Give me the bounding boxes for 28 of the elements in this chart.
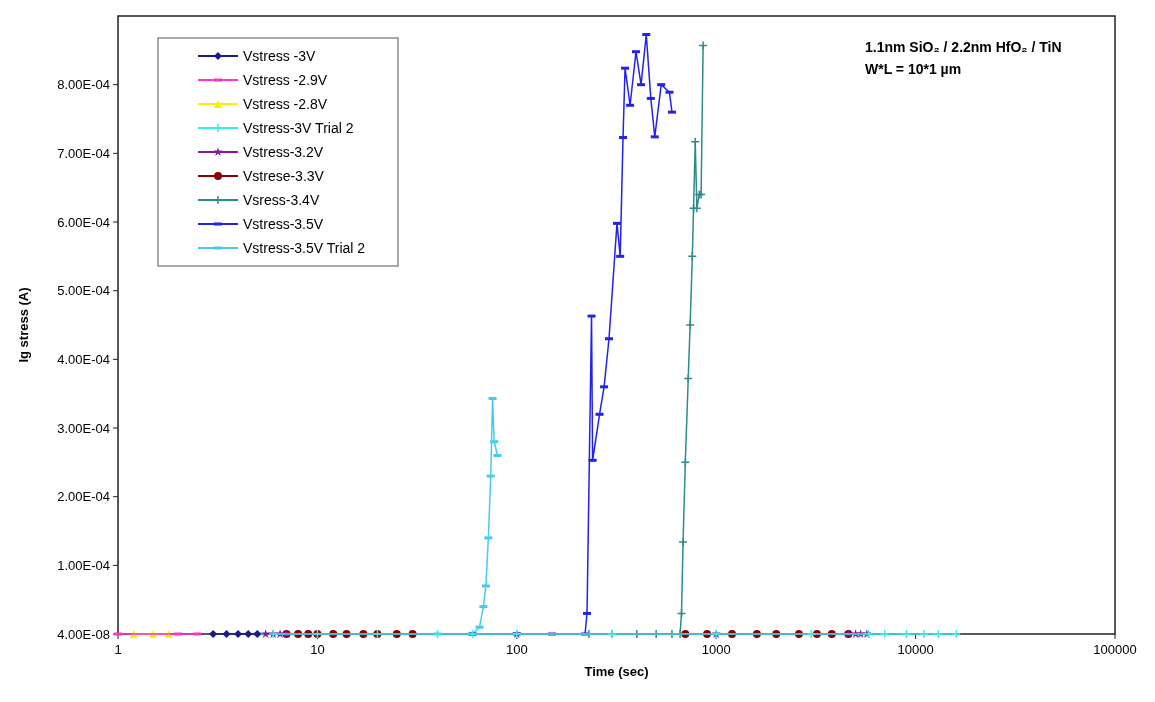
annotation: W*L = 10*1 µm xyxy=(865,61,962,77)
x-tick-label: 1 xyxy=(114,642,122,657)
annotation: 1.1nm SiO₂ / 2.2nm HfO₂ / TiN xyxy=(865,39,1062,55)
legend-label: Vstress-3.5V xyxy=(243,216,324,232)
y-tick-label: 5.00E-04 xyxy=(57,283,110,299)
legend-label: Vstress-3.5V Trial 2 xyxy=(243,240,366,256)
y-tick-label: 4.00E-08 xyxy=(57,626,110,642)
x-axis-title: Time (sec) xyxy=(584,664,649,679)
y-tick-label: 2.00E-04 xyxy=(57,489,110,505)
y-tick-label: 6.00E-04 xyxy=(57,214,110,230)
y-tick-label: 8.00E-04 xyxy=(57,77,110,93)
legend-label: Vstress -2.9V xyxy=(243,72,328,88)
y-tick-label: 7.00E-04 xyxy=(57,145,110,161)
legend-label: Vstress-3.2V xyxy=(243,144,324,160)
legend-label: Vstress -2.8V xyxy=(243,96,328,112)
x-tick-label: 10000 xyxy=(897,642,934,657)
legend-label: Vstrese-3.3V xyxy=(243,168,325,184)
y-axis-title: Ig stress (A) xyxy=(16,287,31,363)
y-tick-label: 3.00E-04 xyxy=(57,420,110,436)
y-tick-label: 1.00E-04 xyxy=(57,557,110,573)
y-tick-label: 4.00E-04 xyxy=(57,351,110,367)
legend-label: Vstress-3V Trial 2 xyxy=(243,120,354,136)
x-tick-label: 1000 xyxy=(701,642,731,657)
x-tick-label: 100 xyxy=(505,642,528,657)
legend-label: Vsress-3.4V xyxy=(243,192,320,208)
x-tick-label: 100000 xyxy=(1093,642,1137,657)
legend-label: Vstress -3V xyxy=(243,48,317,64)
x-tick-label: 10 xyxy=(310,642,325,657)
